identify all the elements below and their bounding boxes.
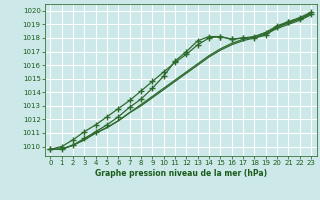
X-axis label: Graphe pression niveau de la mer (hPa): Graphe pression niveau de la mer (hPa) bbox=[95, 169, 267, 178]
